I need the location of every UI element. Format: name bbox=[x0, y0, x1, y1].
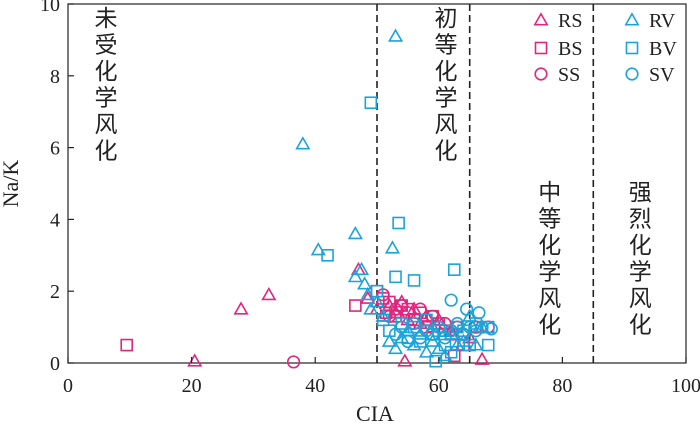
point-rv-0 bbox=[387, 28, 404, 42]
point-sv-1 bbox=[460, 302, 474, 316]
point-bv-6 bbox=[447, 263, 461, 276]
point-bv-23 bbox=[429, 354, 443, 368]
zone-label-2: 中等化学风化 bbox=[538, 180, 561, 339]
point-rv-6 bbox=[353, 261, 370, 276]
legend-label-bv: BV bbox=[649, 38, 677, 60]
point-rv-1 bbox=[295, 136, 311, 150]
y-tick-label-5: 10 bbox=[40, 0, 60, 16]
point-bs-1 bbox=[349, 299, 362, 312]
legend-marker-bs bbox=[534, 41, 548, 55]
point-rv-10 bbox=[369, 294, 385, 308]
data-points bbox=[120, 28, 498, 369]
point-sv-2 bbox=[472, 306, 486, 320]
y-tick-label-1: 2 bbox=[50, 281, 60, 303]
legend-marker-bv bbox=[625, 41, 639, 55]
legend-label-sv: SV bbox=[649, 64, 675, 86]
point-rv-11 bbox=[375, 308, 391, 322]
point-sv-3 bbox=[484, 322, 498, 336]
y-tick-label-4: 8 bbox=[50, 66, 60, 88]
point-bs-0 bbox=[120, 338, 134, 352]
x-tick-label-4: 80 bbox=[552, 375, 572, 397]
point-sv-11 bbox=[432, 320, 446, 334]
point-rv-5 bbox=[347, 269, 363, 283]
legend-marker-rs bbox=[533, 12, 549, 26]
point-rs-17 bbox=[397, 353, 413, 367]
point-rv-4 bbox=[384, 240, 401, 254]
point-bv-21 bbox=[481, 320, 495, 334]
point-rs-1 bbox=[233, 301, 249, 315]
zone-label-0: 未受化学风化 bbox=[95, 6, 118, 165]
point-bv-1 bbox=[392, 216, 405, 230]
x-axis-title: CIA bbox=[356, 401, 394, 426]
point-sv-5 bbox=[395, 320, 409, 334]
point-bv-17 bbox=[444, 345, 458, 359]
x-tick-label-3: 60 bbox=[429, 375, 449, 397]
point-rv-9 bbox=[363, 301, 379, 315]
point-sv-18 bbox=[475, 320, 489, 334]
y-axis-title: Na/K bbox=[0, 160, 23, 208]
x-tick-label-1: 20 bbox=[182, 375, 202, 397]
point-ss-0 bbox=[286, 355, 301, 369]
x-tick-label-0: 0 bbox=[63, 375, 73, 397]
legend: RS BS SS RV BV SV bbox=[533, 10, 677, 86]
zone-label-1: 初等化学风化 bbox=[435, 6, 458, 165]
point-rv-20 bbox=[431, 340, 447, 355]
legend-marker-ss bbox=[534, 67, 548, 81]
point-rv-12 bbox=[381, 333, 397, 347]
point-rv-16 bbox=[406, 337, 422, 351]
point-rs-4 bbox=[360, 290, 376, 304]
point-sv-14 bbox=[450, 316, 464, 331]
x-tick-label-5: 100 bbox=[671, 375, 700, 397]
point-bv-2 bbox=[321, 249, 334, 262]
y-tick-label-2: 4 bbox=[50, 209, 60, 231]
point-sv-8 bbox=[413, 331, 427, 345]
point-sv-7 bbox=[407, 316, 421, 331]
y-tick-label-3: 6 bbox=[50, 138, 60, 160]
legend-marker-sv bbox=[625, 67, 639, 81]
point-sv-6 bbox=[401, 334, 415, 349]
point-rs-2 bbox=[261, 286, 277, 301]
legend-label-rs: RS bbox=[558, 10, 582, 32]
point-rv-2 bbox=[347, 225, 363, 240]
point-rv-18 bbox=[418, 344, 435, 358]
point-bv-5 bbox=[407, 274, 421, 287]
point-rs-0 bbox=[187, 353, 203, 367]
point-rv-7 bbox=[357, 276, 373, 290]
legend-label-ss: SS bbox=[558, 64, 580, 86]
point-bv-4 bbox=[389, 270, 402, 284]
point-rv-13 bbox=[387, 340, 404, 355]
point-rs-19 bbox=[474, 351, 490, 365]
point-rv-19 bbox=[425, 333, 441, 347]
point-sv-0 bbox=[444, 293, 458, 307]
point-bv-22 bbox=[481, 338, 495, 352]
y-tick-label-0: 0 bbox=[50, 353, 60, 375]
legend-label-rv: RV bbox=[649, 10, 676, 32]
legend-label-bs: BS bbox=[558, 38, 582, 60]
x-tick-label-2: 40 bbox=[305, 375, 325, 397]
point-bv-3 bbox=[370, 284, 384, 298]
legend-marker-rv bbox=[624, 12, 640, 26]
zone-label-3: 强烈化学风化 bbox=[629, 180, 652, 339]
point-bv-0 bbox=[364, 96, 378, 110]
point-bv-24 bbox=[463, 338, 477, 352]
